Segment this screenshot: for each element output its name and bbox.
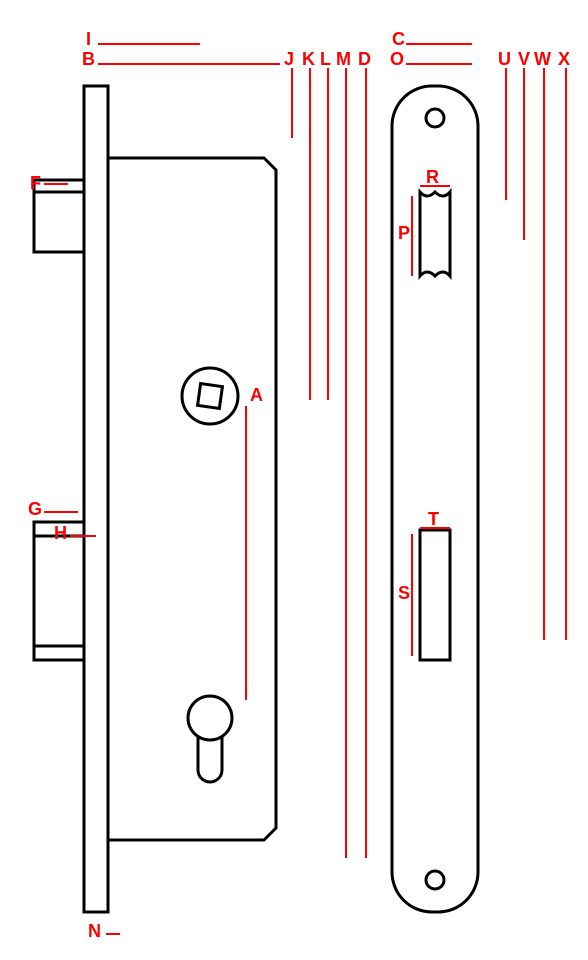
label-C: C bbox=[392, 30, 405, 48]
label-H: H bbox=[54, 524, 67, 542]
label-F: F bbox=[30, 174, 41, 192]
label-P: P bbox=[398, 224, 410, 242]
latch-bolt bbox=[34, 180, 84, 252]
screw-hole-bottom bbox=[426, 871, 444, 889]
bolt-cutout bbox=[420, 530, 450, 660]
label-M: M bbox=[336, 50, 351, 68]
label-J: J bbox=[284, 50, 294, 68]
label-T: T bbox=[428, 510, 439, 528]
cylinder-hole bbox=[188, 696, 232, 782]
annotation-lines bbox=[44, 44, 566, 934]
label-V: V bbox=[518, 50, 530, 68]
lock-case bbox=[108, 158, 276, 840]
label-K: K bbox=[302, 50, 315, 68]
lock-diagram bbox=[0, 0, 588, 960]
label-O: O bbox=[390, 50, 404, 68]
label-D: D bbox=[358, 50, 371, 68]
label-L: L bbox=[320, 50, 331, 68]
label-R: R bbox=[426, 168, 439, 186]
label-U: U bbox=[498, 50, 511, 68]
strike-plate bbox=[392, 86, 478, 912]
spindle-hole bbox=[182, 368, 238, 424]
label-N: N bbox=[88, 922, 101, 940]
label-I: I bbox=[86, 30, 91, 48]
screw-hole-top bbox=[426, 109, 444, 127]
label-G: G bbox=[28, 500, 42, 518]
label-A: A bbox=[250, 386, 263, 404]
faceplate bbox=[84, 86, 108, 912]
label-W: W bbox=[534, 50, 551, 68]
label-B: B bbox=[82, 50, 95, 68]
label-S: S bbox=[398, 584, 410, 602]
label-X: X bbox=[558, 50, 570, 68]
latch-cutout bbox=[420, 192, 450, 276]
